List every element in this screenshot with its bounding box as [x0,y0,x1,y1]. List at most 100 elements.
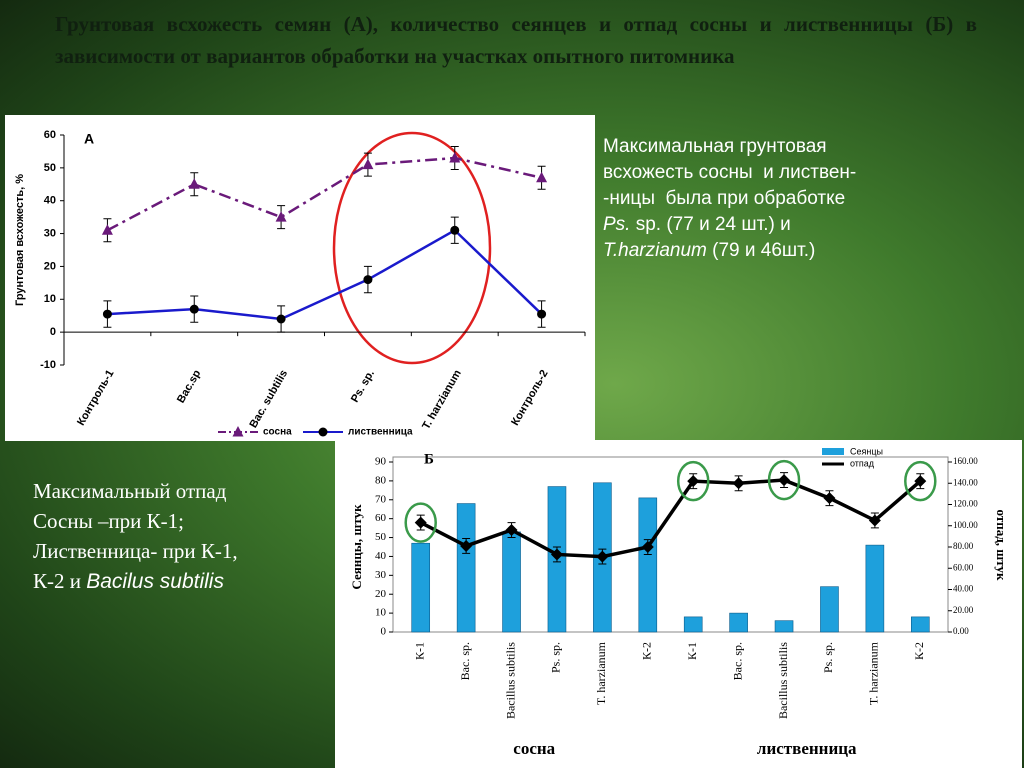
marker [188,178,200,189]
legend-label: лиственница [348,427,413,438]
series-line [419,478,922,559]
text-segment: К-2 и [33,569,87,593]
marker [732,477,745,490]
bar [683,616,703,633]
bar [729,612,748,633]
legend-label: Сеянцы [850,446,883,456]
marker [101,224,113,235]
text-line: Сосны –при К-1; [33,506,238,536]
y-axis-title: Сеянцы, штук [349,504,364,590]
text-line: Максимальный отпад [33,476,238,506]
marker [414,516,427,529]
chart-b-panel [335,440,1022,768]
marker [537,309,547,319]
y2-tick-label: 140.00 [953,477,978,487]
bar [456,503,476,633]
series-line [106,156,542,232]
x-tick-label: Bac. sp. [458,642,472,680]
marker [914,475,927,488]
bar [865,544,885,633]
highlight-ellipse [332,131,492,365]
x-tick-label: Ps. sp. [549,642,563,673]
text-segment: Bacilus subtilis [86,570,224,593]
y2-tick-label: 40.00 [953,584,974,594]
y-tick-label: 70 [375,493,387,505]
y-tick-label: 20 [375,588,387,600]
y-tick-label: 50 [44,162,56,174]
y-tick-label: 10 [44,293,56,305]
marker [275,211,287,222]
marker [318,427,328,437]
text-segment: Максимальный отпад [33,479,227,503]
y-tick-label: 10 [375,607,387,619]
marker [687,475,700,488]
text-segment: Максимальная грунтовая [603,136,827,157]
text-line: -ницы была при обработке [603,186,856,212]
text-line: Ps. sp. (77 и 24 шт.) и [603,212,856,238]
legend-label: отпад [850,458,875,468]
marker [868,514,881,527]
x-tick-label: К-1 [685,642,699,660]
y-axis-title: Грунтовая всхожесть, % [14,174,26,306]
x-tick-label: К-1 [412,642,426,660]
y-tick-label: 50 [375,531,387,543]
marker [363,275,373,285]
marker [505,524,518,536]
left-note: Максимальный отпад Сосны –при К-1; Листвен… [33,476,238,597]
text-line: Максимальная грунтовая [603,134,856,160]
text-line: Лиственница- при К-1, [33,536,238,566]
right-note: Максимальная грунтовая всхожесть сосны и … [603,134,856,264]
panel-label: Б [424,451,434,467]
y-tick-label: 90 [375,456,387,468]
highlight-circle [676,460,710,502]
series-line [107,228,543,321]
x-tick-label: Bacillus subtilis [503,642,517,719]
text-segment: Сосны –при К-1; [33,509,185,533]
x-tick-label: Ps. sp. [821,642,835,673]
text-line: всхожесть сосны и листвен- [603,160,856,186]
y2-tick-label: 100.00 [953,520,978,530]
marker [823,492,836,505]
y-tick-label: 0 [381,626,387,638]
y2-tick-label: 120.00 [953,499,978,509]
text-segment: Ps. [603,214,631,235]
bar [774,620,794,633]
marker [276,314,286,324]
bar [411,542,431,633]
text-segment: -ницы была при обработке [603,188,846,209]
panel-label: А [84,131,94,147]
chart-a-panel [5,115,595,441]
slide-title: Грунтовая всхожесть семян (А), количеств… [55,12,977,68]
text-segment: T.harzianum [603,240,707,261]
y-tick-label: 20 [44,260,56,272]
y-tick-label: 40 [375,550,387,562]
y-tick-label: 40 [44,195,56,207]
y-tick-label: 60 [44,129,56,141]
legend-label: сосна [263,427,292,438]
marker [232,426,244,437]
highlight-circle [767,459,801,501]
marker [641,541,654,553]
x-tick-label: К-2 [640,642,654,660]
y2-tick-label: 20.00 [953,605,974,615]
highlight-circle [904,460,937,502]
y2-tick-label: 160.00 [953,456,978,466]
marker [362,158,374,170]
bar [910,616,930,633]
marker [536,171,548,183]
bar [638,497,658,633]
y-tick-label: 80 [375,474,387,486]
x-tick-label: T. harzianum [594,641,608,705]
marker [450,225,460,235]
legend-swatch [822,448,844,455]
x-tick-label: Bac. sp. [730,642,744,680]
marker [596,550,609,563]
marker [778,474,791,487]
y2-axis-title: отпад, штук [994,510,1009,581]
y2-tick-label: 60.00 [953,562,974,572]
marker [449,152,461,163]
marker [550,548,563,561]
text-segment: (79 и 46шт.) [706,240,816,261]
